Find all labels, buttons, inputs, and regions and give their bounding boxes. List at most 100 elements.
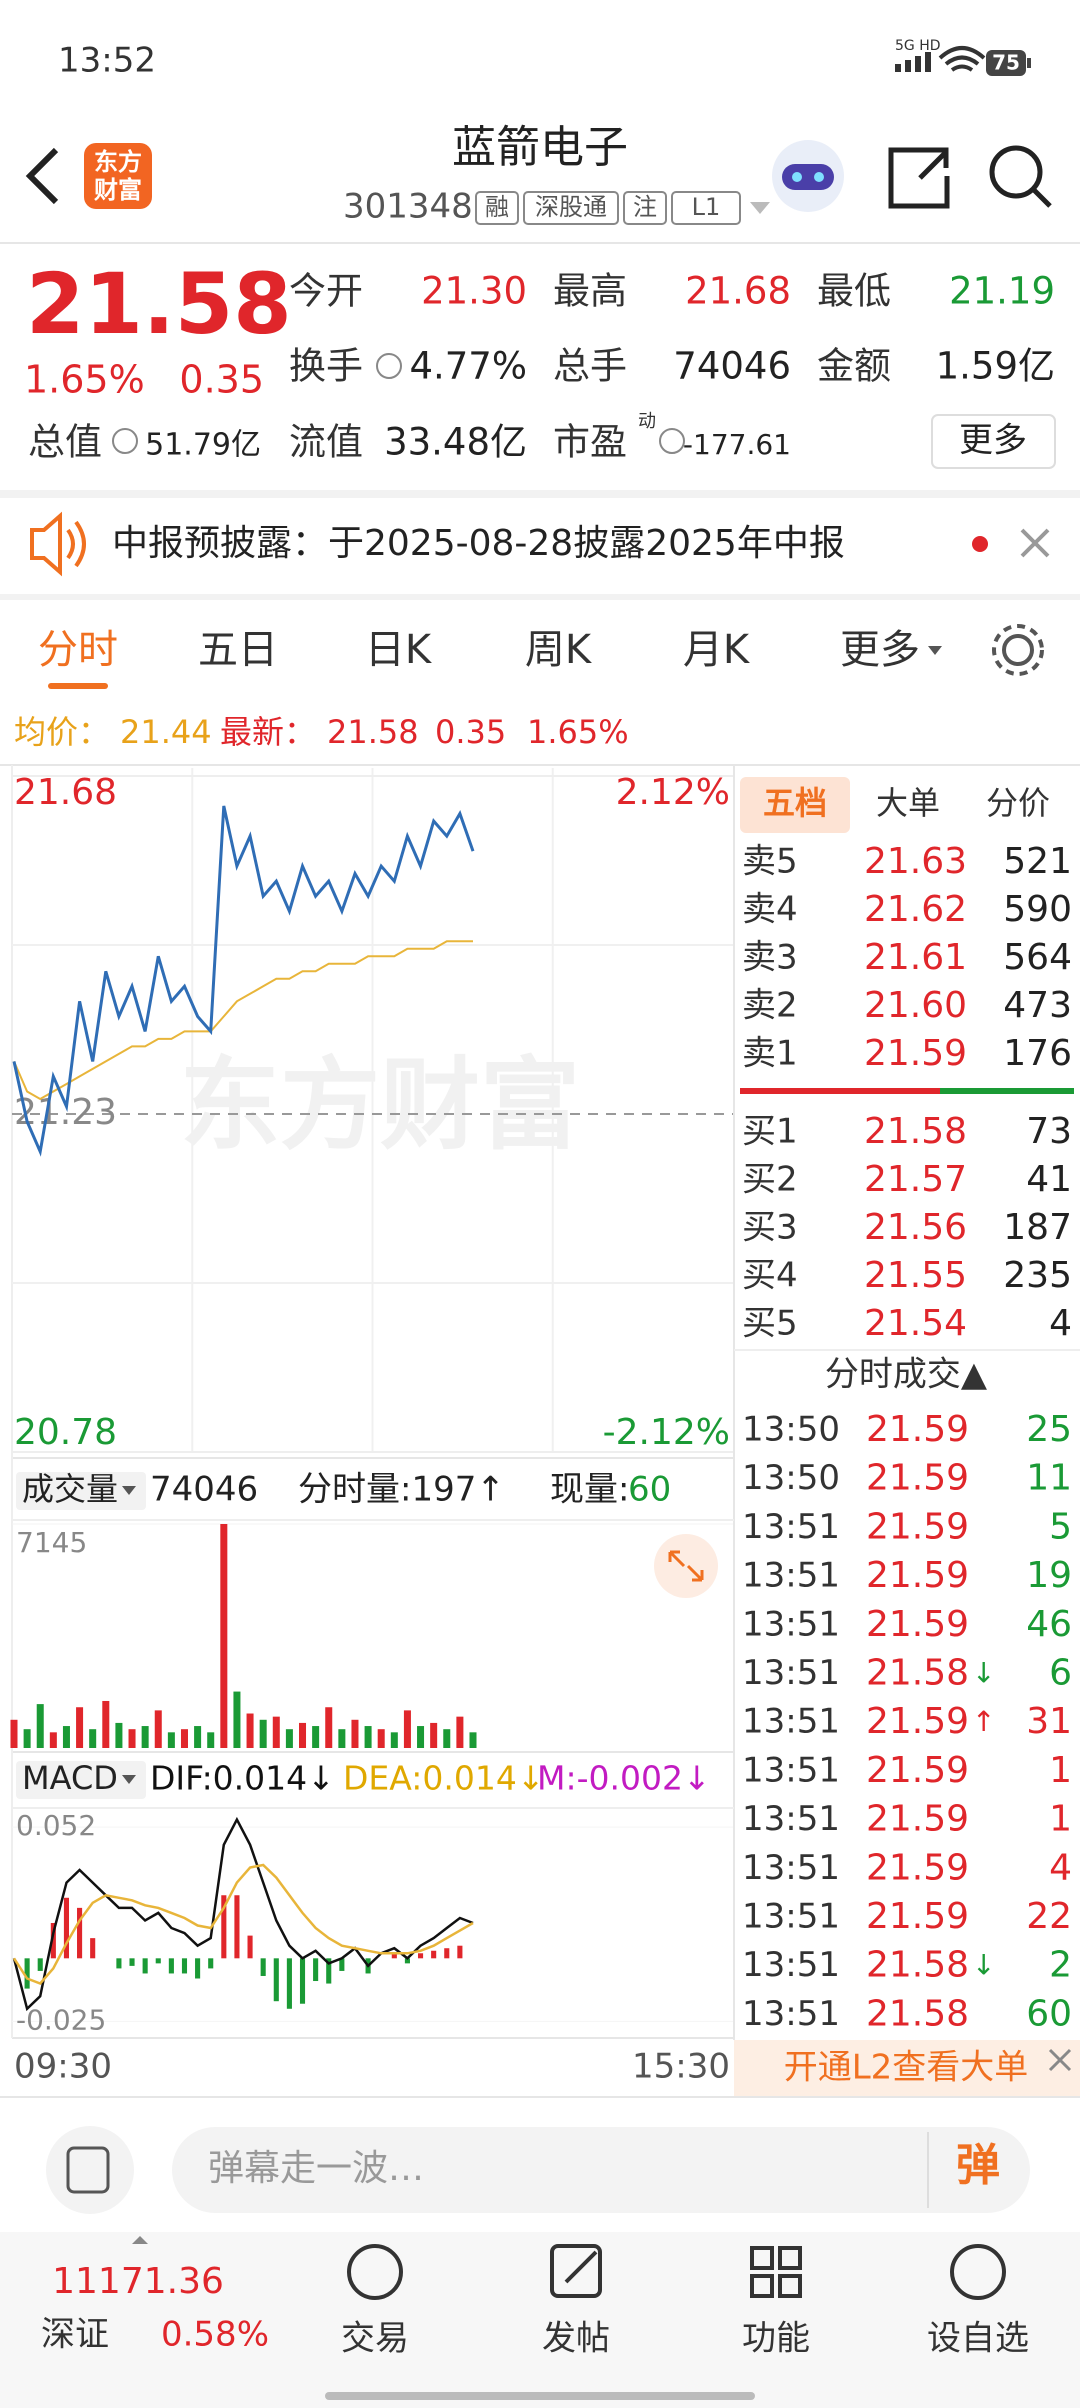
quote-value: 21.30 [421,270,527,313]
close-notice[interactable] [1020,528,1050,558]
volume-title[interactable]: 成交量 [22,1470,118,1508]
back-button[interactable] [25,147,59,205]
info-icon[interactable] [659,428,685,454]
l2-banner-text[interactable]: 开通L2查看大单 [784,2048,1029,2088]
tag-dropdown[interactable] [750,202,770,214]
volume-bar [233,1691,241,1748]
watchlist-icon[interactable] [950,2244,1006,2300]
latest-change: 0.35 [435,713,506,751]
trade-volume: 19 [1026,1555,1072,1596]
volume-bar [272,1716,280,1748]
stock-code: 301348 [343,187,473,227]
input-placeholder[interactable]: 弹幕走一波… [208,2148,424,2189]
func-icon [778,2246,802,2270]
gap [0,594,1080,600]
speaker-icon [30,511,86,577]
trade-price: 21.58 [866,1945,969,1986]
book-tab[interactable]: 大单 [876,784,940,822]
chart-tab[interactable]: 更多 [840,627,920,673]
info-icon[interactable] [112,428,138,454]
notice-text[interactable]: 中报预披露：于2025-08-28披露2025年中报 [112,523,845,564]
close-banner[interactable] [1048,2048,1072,2072]
trade-time: 13:51 [742,1897,840,1937]
volume-bar [23,1729,31,1748]
book-price: 21.63 [864,841,967,882]
tag-box [623,191,667,225]
chart-tab[interactable]: 周K [525,627,593,673]
notice-dot [972,536,988,552]
book-level: 卖3 [742,938,798,978]
status-time: 13:52 [58,41,156,81]
volume-selector[interactable] [16,1472,146,1510]
more-button[interactable] [931,414,1056,469]
logo [84,143,152,209]
volume-total: 74046 [150,1470,258,1510]
danmaku-toggle[interactable] [46,2126,134,2214]
trade-volume: 60 [1026,1993,1072,2034]
trade-volume: 2 [1049,1945,1072,1986]
quote-label: 最低 [817,270,891,313]
danmaku-input[interactable] [172,2127,1030,2213]
trade-price: 21.58 [866,1653,969,1694]
volume-bar [299,1722,307,1748]
volume-bar [403,1710,411,1748]
info-icon[interactable] [376,353,402,379]
tab-indicator [48,683,108,689]
trade-price: 21.59 [866,1750,969,1791]
nav-item[interactable]: 设自选 [927,2319,1029,2359]
current-volume-label: 现量: [550,1470,629,1510]
post-icon[interactable] [550,2244,602,2298]
share-button[interactable] [888,147,950,209]
trade-arrow: ↑ [972,1705,995,1738]
macd-title[interactable]: MACD [22,1759,118,1797]
nav-item[interactable]: 交易 [341,2319,409,2359]
logo-text: 东方 [94,148,142,176]
nav-item[interactable]: 发帖 [542,2319,610,2359]
quote-value: 21.19 [949,270,1055,313]
chart-tab[interactable]: 月K [683,627,751,673]
settings-button[interactable] [1002,634,1034,666]
book-price: 21.57 [864,1159,967,1200]
book-price: 21.55 [864,1255,967,1296]
home-indicator [325,2392,755,2400]
latest-value: 21.58 [327,713,419,751]
macd-selector[interactable] [16,1761,146,1799]
more-label[interactable]: 更多 [959,421,1027,461]
book-price: 21.56 [864,1207,967,1248]
trade-volume: 6 [1049,1653,1072,1694]
volume-bar [76,1707,84,1748]
index-value[interactable]: 11171.36 [52,2261,224,2302]
volume-bar [312,1726,320,1748]
y-tick-label: 7145 [16,1526,87,1559]
chart-tab[interactable]: 日K [365,627,433,673]
expand-button[interactable] [654,1534,718,1598]
macd-bar [431,1950,437,1959]
battery-icon [986,50,1026,76]
macd-bar [313,1958,319,1982]
bid-ratio [940,1088,1074,1094]
danmaku-icon [66,2146,110,2194]
volume-bar [36,1704,44,1748]
send-button[interactable]: 弹 [956,2140,1000,2191]
quote-value: 33.48亿 [384,421,527,464]
macd-bar [457,1945,463,1959]
quote-value: 4.77% [409,345,527,388]
trade-price: 21.59 [866,1847,969,1888]
trades-title[interactable]: 分时成交▲ [825,1355,988,1395]
dropdown [122,1486,136,1495]
quote-value: 1.59亿 [936,345,1055,388]
macd-bar [37,1958,43,1971]
chart-tab[interactable]: 分时 [38,627,118,673]
trade-time: 13:51 [742,1994,840,2034]
chart-tab[interactable]: 五日 [198,627,278,673]
search-button[interactable] [989,145,1043,199]
trade-icon[interactable] [347,2244,403,2300]
book-tab[interactable]: 五档 [763,784,827,822]
func-icon[interactable] [750,2246,774,2270]
nav-item[interactable]: 功能 [742,2319,810,2359]
l2-banner[interactable] [734,2040,1080,2097]
dea-label: DEA:0.014↓ [343,1759,545,1798]
book-tab[interactable]: 分价 [986,784,1050,822]
volume-bar [102,1700,110,1748]
